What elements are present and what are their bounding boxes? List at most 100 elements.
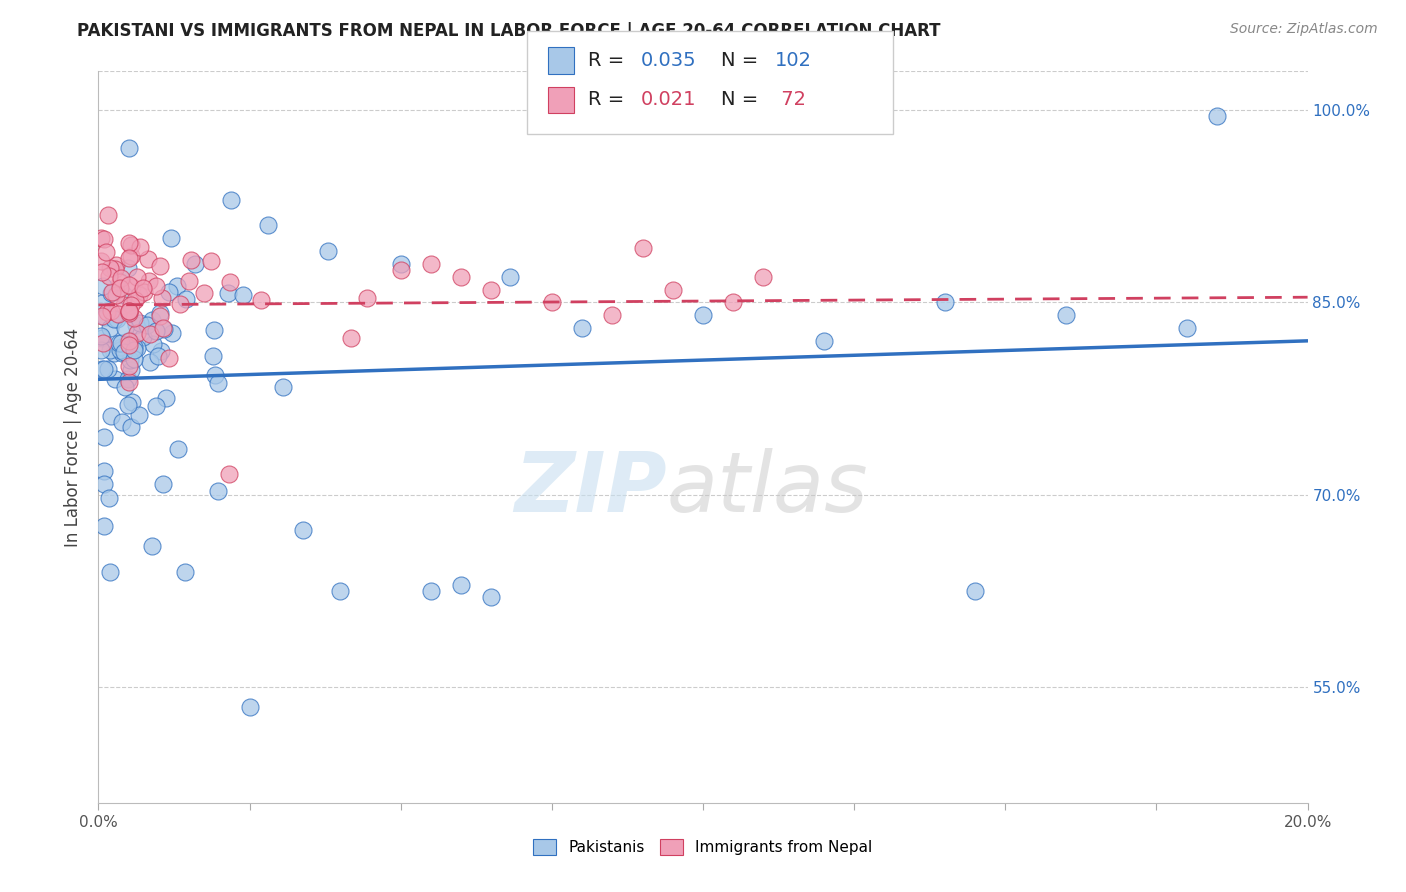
- Point: [271, 380, 294, 394]
- Point: [124, 343, 146, 357]
- Point: [136, 252, 159, 266]
- Point: [141, 313, 163, 327]
- Point: [125, 318, 148, 332]
- Point: [118, 304, 141, 318]
- Point: [150, 292, 173, 306]
- Point: [118, 304, 141, 318]
- Point: [339, 331, 361, 345]
- Point: [120, 298, 142, 312]
- Point: [118, 278, 141, 293]
- Point: [112, 344, 135, 359]
- Point: [98, 565, 121, 579]
- Point: [118, 334, 141, 349]
- Point: [145, 279, 167, 293]
- Point: [571, 321, 593, 335]
- Point: [420, 257, 443, 271]
- Point: [204, 323, 226, 337]
- Text: N =: N =: [721, 51, 765, 70]
- Point: [107, 307, 129, 321]
- Point: [117, 334, 139, 349]
- Point: [118, 306, 141, 320]
- Point: [90, 362, 112, 376]
- Text: 0.035: 0.035: [641, 51, 697, 70]
- Point: [91, 295, 114, 310]
- Point: [207, 376, 229, 391]
- Point: [184, 257, 207, 271]
- Point: [316, 244, 339, 258]
- Point: [148, 349, 170, 363]
- Point: [97, 491, 120, 506]
- Point: [110, 346, 132, 360]
- Point: [965, 584, 987, 599]
- Point: [104, 288, 127, 302]
- Point: [149, 306, 172, 320]
- Text: R =: R =: [588, 90, 630, 110]
- Point: [112, 297, 135, 311]
- Point: [91, 278, 114, 293]
- Point: [90, 328, 112, 343]
- Point: [389, 257, 412, 271]
- Point: [250, 293, 273, 307]
- Point: [120, 363, 142, 377]
- Point: [217, 285, 239, 300]
- Point: [125, 326, 148, 340]
- Point: [200, 254, 222, 268]
- Point: [127, 270, 149, 285]
- Point: [93, 519, 115, 533]
- Point: [813, 334, 835, 348]
- Point: [98, 343, 121, 358]
- Point: [692, 308, 714, 322]
- Point: [117, 372, 139, 386]
- Point: [90, 343, 112, 357]
- Point: [110, 343, 132, 358]
- Point: [221, 193, 243, 207]
- Point: [1175, 321, 1198, 335]
- Point: [93, 464, 115, 478]
- Point: [631, 241, 654, 255]
- Point: [152, 477, 174, 491]
- Point: [100, 285, 122, 300]
- Point: [174, 565, 197, 579]
- Point: [139, 326, 162, 341]
- Point: [481, 591, 503, 605]
- Point: [1206, 109, 1229, 123]
- Point: [90, 254, 112, 268]
- Point: [118, 338, 141, 352]
- Point: [166, 442, 188, 457]
- Point: [100, 285, 122, 300]
- Point: [540, 295, 562, 310]
- Point: [93, 476, 115, 491]
- Point: [179, 274, 201, 288]
- Point: [450, 577, 472, 591]
- Point: [100, 409, 122, 423]
- Point: [97, 269, 120, 284]
- Point: [329, 584, 352, 599]
- Point: [152, 321, 174, 335]
- Point: [110, 340, 132, 354]
- Point: [207, 483, 229, 498]
- Point: [145, 399, 167, 413]
- Point: [108, 281, 131, 295]
- Point: [145, 324, 167, 338]
- Point: [114, 380, 136, 394]
- Text: atlas: atlas: [666, 448, 869, 529]
- Point: [142, 337, 165, 351]
- Point: [157, 285, 180, 299]
- Point: [420, 584, 443, 599]
- Point: [105, 312, 128, 326]
- Point: [128, 408, 150, 422]
- Point: [97, 361, 120, 376]
- Point: [118, 235, 141, 250]
- Point: [110, 335, 132, 350]
- Point: [166, 279, 188, 293]
- Point: [1054, 308, 1077, 322]
- Point: [124, 311, 146, 326]
- Point: [93, 232, 115, 246]
- Point: [132, 285, 155, 299]
- Point: [94, 245, 117, 260]
- Point: [180, 252, 202, 267]
- Point: [498, 269, 520, 284]
- Point: [118, 141, 141, 155]
- Point: [96, 304, 118, 318]
- Text: N =: N =: [721, 90, 765, 110]
